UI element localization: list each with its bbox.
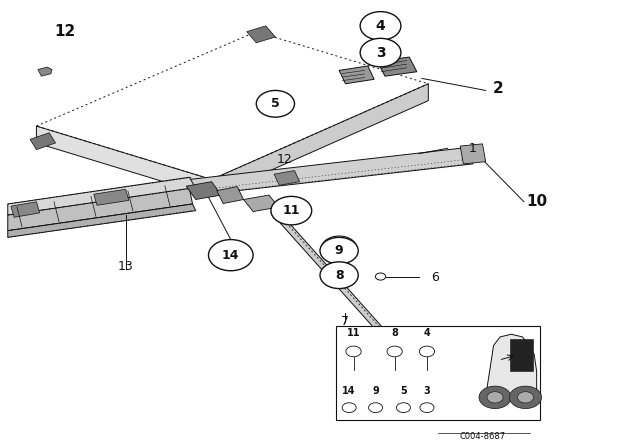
Text: 4: 4 (376, 19, 385, 33)
Text: 9: 9 (372, 386, 379, 396)
Circle shape (256, 90, 294, 117)
Circle shape (360, 12, 401, 40)
Text: 7: 7 (342, 315, 349, 328)
Text: 1: 1 (469, 142, 477, 155)
Text: 10: 10 (526, 194, 547, 209)
Text: C004-8687: C004-8687 (460, 432, 506, 441)
Polygon shape (212, 84, 428, 196)
Circle shape (509, 386, 541, 409)
Polygon shape (186, 182, 221, 199)
Circle shape (360, 39, 401, 67)
Text: 11: 11 (283, 204, 300, 217)
Polygon shape (378, 57, 417, 76)
Polygon shape (486, 334, 537, 395)
Polygon shape (11, 202, 40, 217)
Polygon shape (244, 195, 278, 211)
Polygon shape (390, 349, 422, 368)
Polygon shape (339, 66, 374, 84)
Polygon shape (460, 144, 486, 164)
Text: 12: 12 (54, 24, 76, 39)
Text: 2: 2 (493, 81, 504, 96)
Text: 3: 3 (376, 46, 385, 60)
Polygon shape (36, 126, 212, 196)
Text: 8: 8 (335, 269, 344, 282)
Circle shape (321, 236, 357, 261)
Text: 14: 14 (342, 386, 356, 396)
Text: 5: 5 (400, 386, 407, 396)
Bar (336, 327, 540, 420)
Text: 6: 6 (431, 271, 438, 284)
Polygon shape (38, 67, 52, 76)
Polygon shape (217, 187, 244, 203)
Circle shape (518, 392, 534, 403)
Circle shape (321, 263, 357, 288)
Circle shape (320, 237, 358, 264)
Polygon shape (8, 204, 196, 237)
Text: 11: 11 (347, 328, 360, 338)
Circle shape (479, 386, 511, 409)
Text: 9: 9 (335, 244, 344, 257)
Polygon shape (274, 171, 300, 185)
Polygon shape (246, 26, 275, 43)
Text: 12: 12 (277, 153, 293, 166)
Polygon shape (8, 177, 196, 215)
Circle shape (209, 240, 253, 271)
Text: 13: 13 (118, 260, 134, 273)
Text: 3: 3 (424, 386, 430, 396)
Circle shape (271, 196, 312, 225)
Text: 14: 14 (222, 249, 239, 262)
Bar (510, 339, 532, 371)
Polygon shape (189, 148, 473, 195)
Polygon shape (30, 133, 56, 150)
Circle shape (320, 262, 358, 289)
Polygon shape (271, 210, 404, 355)
Text: 4: 4 (424, 328, 430, 338)
Text: 5: 5 (271, 97, 280, 110)
Circle shape (487, 392, 503, 403)
Text: 8: 8 (391, 328, 398, 338)
Polygon shape (8, 188, 193, 231)
Polygon shape (94, 189, 129, 205)
